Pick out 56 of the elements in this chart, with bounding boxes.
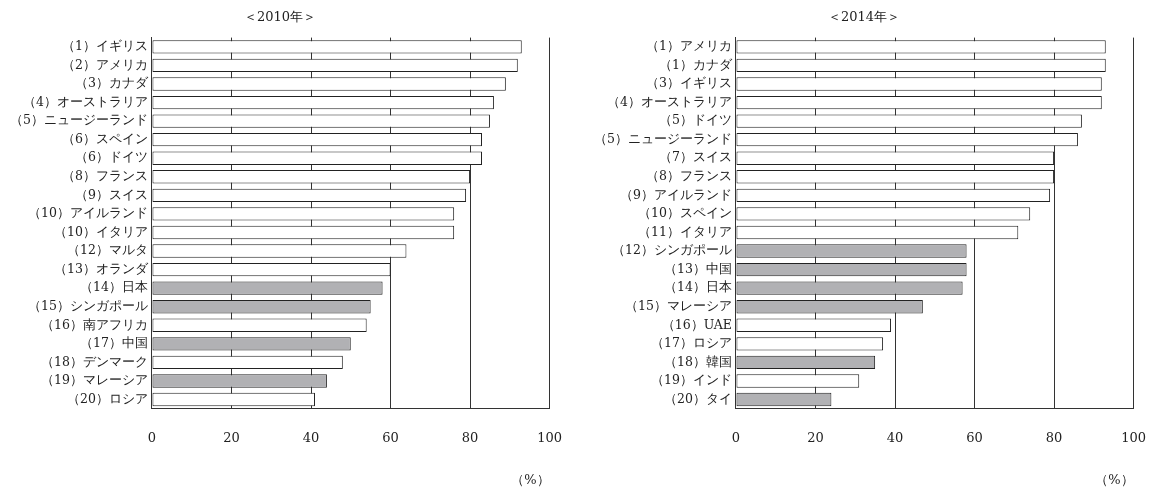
- y-tick-label: （20）ロシア: [67, 390, 148, 406]
- x-tick-label: 80: [1045, 429, 1063, 445]
- x-axis-title: （%）: [511, 471, 550, 487]
- y-tick-label: （10）イタリア: [54, 223, 148, 239]
- y-tick-label: （14）日本: [664, 279, 732, 295]
- y-tick-label: （5）ドイツ: [659, 112, 732, 128]
- y-tick-label: （16）UAE: [661, 316, 732, 332]
- x-tick-label: 0: [731, 429, 741, 445]
- y-tick-label: （12）マルタ: [67, 242, 148, 258]
- y-tick-label: （15）シンガポール: [28, 297, 148, 313]
- x-tick-label: 20: [223, 429, 240, 445]
- y-tick-label: （19）インド: [651, 372, 732, 388]
- y-tick-label: （3）カナダ: [75, 75, 149, 91]
- y-tick-label: （13）中国: [664, 260, 732, 276]
- y-tick-label: （18）デンマーク: [41, 353, 148, 369]
- y-tick-label: （11）イタリア: [638, 223, 732, 239]
- x-axis-title: （%）: [1095, 471, 1134, 487]
- x-tick-label: 40: [302, 429, 320, 445]
- y-tick-label: （1）イギリス: [62, 38, 148, 54]
- x-tick-label: 0: [147, 429, 157, 445]
- x-tick-label: 60: [966, 429, 983, 445]
- y-tick-label: （18）韓国: [664, 353, 732, 369]
- x-tick-label: 100: [1121, 429, 1147, 445]
- y-tick-label: （10）スペイン: [638, 205, 732, 221]
- x-tick-label: 40: [886, 429, 904, 445]
- y-tick-label: （4）オーストラリア: [607, 93, 732, 109]
- y-tick-label: （17）中国: [80, 335, 148, 351]
- y-tick-label: （15）マレーシア: [625, 297, 732, 313]
- x-tick-label: 20: [807, 429, 824, 445]
- y-tick-label: （13）オランダ: [54, 260, 149, 276]
- x-tick-label: 100: [537, 429, 563, 445]
- y-tick-label: （10）アイルランド: [28, 205, 148, 221]
- x-tick-label: 80: [461, 429, 479, 445]
- y-tick-label: （8）フランス: [62, 168, 148, 184]
- chart-title: ＜2010年＞: [243, 9, 317, 25]
- chart-title: ＜2014年＞: [827, 9, 901, 25]
- y-tick-label: （6）スペイン: [62, 130, 148, 146]
- y-tick-label: （9）スイス: [75, 186, 148, 202]
- y-tick-label: （12）シンガポール: [612, 242, 732, 258]
- y-tick-label: （17）ロシア: [651, 335, 732, 351]
- y-tick-label: （5）ニュージーランド: [594, 130, 732, 146]
- y-tick-label: （19）マレーシア: [41, 372, 148, 388]
- y-tick-label: （5）ニュージーランド: [10, 112, 148, 128]
- x-tick-label: 60: [382, 429, 399, 445]
- y-tick-label: （14）日本: [80, 279, 148, 295]
- y-tick-label: （7）スイス: [659, 149, 732, 165]
- y-tick-label: （2）アメリカ: [62, 56, 148, 72]
- y-tick-label: （8）フランス: [646, 168, 732, 184]
- y-tick-label: （20）タイ: [664, 390, 732, 406]
- y-tick-label: （16）南アフリカ: [41, 316, 148, 332]
- y-tick-label: （3）イギリス: [646, 75, 732, 91]
- y-tick-label: （6）ドイツ: [75, 149, 148, 165]
- y-tick-label: （4）オーストラリア: [23, 93, 148, 109]
- y-tick-label: （9）アイルランド: [620, 186, 732, 202]
- y-tick-label: （1）アメリカ: [646, 38, 732, 54]
- y-tick-label: （1）カナダ: [659, 56, 733, 72]
